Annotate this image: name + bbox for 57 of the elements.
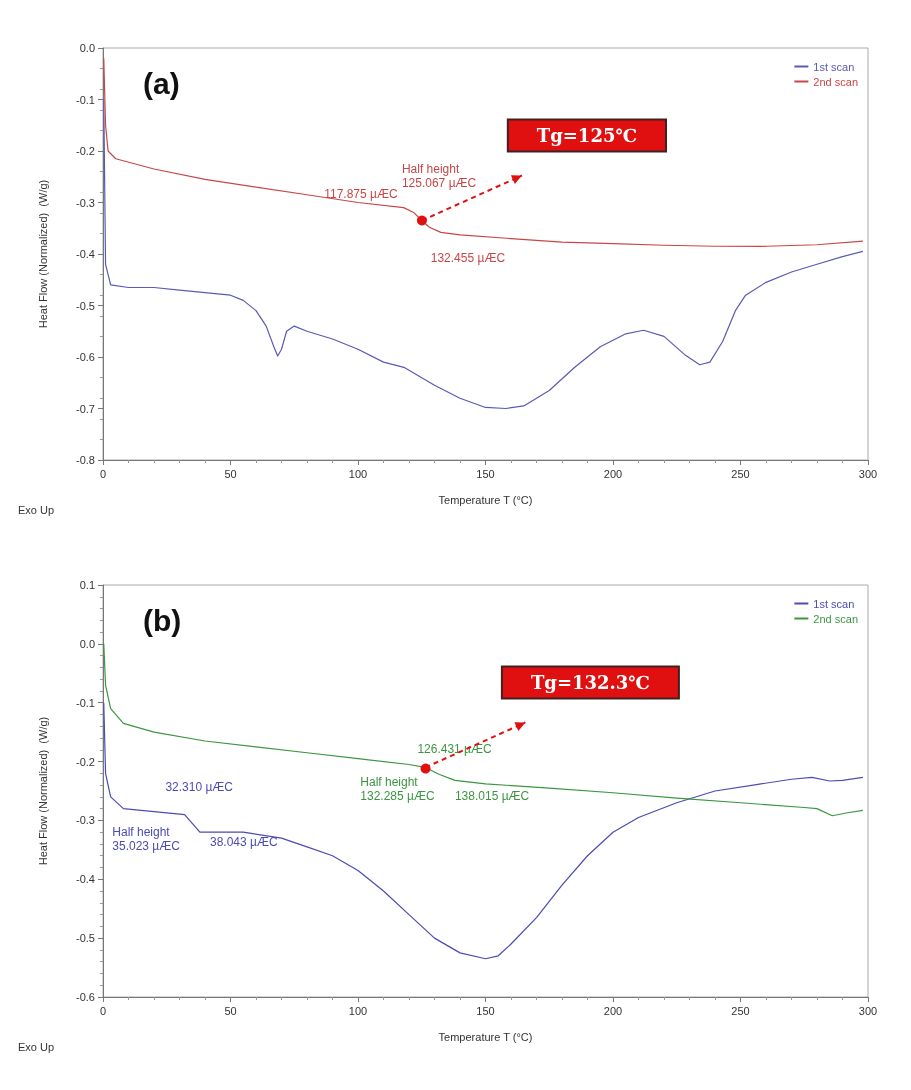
x-tick-label: 200 [603,467,623,480]
x-tick-label: 50 [224,1004,237,1017]
y-tick-label: -0.6 [76,351,95,363]
annotation: Tg=125℃ [536,125,638,147]
y-axis-title: Heat Flow (Normalized) (W/g) [36,716,49,866]
y-tick-label: -0.7 [76,402,95,415]
annotation: 117.875 µÆC [324,186,398,201]
annotation: Tg=132.3℃ [530,671,650,693]
y-tick-label: 0.0 [79,637,95,650]
legend-label: 1st scan [813,60,855,73]
text: Exo Up [18,1040,55,1053]
x-tick-label: 200 [603,1004,623,1017]
annotation: 38.043 µÆC [210,835,278,850]
legend-label: 2nd scan [813,75,859,88]
y-tick-label: -0.3 [76,196,95,209]
y-tick-label: -0.6 [76,991,95,1003]
line-series [103,57,864,247]
annotation: 138.015 µÆC [454,789,530,804]
annotation: 132.455 µÆC [430,251,506,266]
annotation: Half height 35.023 µÆC [112,825,181,854]
y-tick-label: -0.4 [76,873,95,886]
line-series [103,702,864,960]
x-tick-label: 0 [99,1004,107,1017]
annotation: Half height 132.285 µÆC [360,774,435,803]
y-axis-title: Heat Flow (Normalized) (W/g) [36,179,49,329]
y-tick-label: -0.5 [76,299,95,312]
line-series [103,98,864,410]
y-tick-label: -0.2 [76,755,95,768]
x-tick-label: 300 [858,1004,878,1017]
y-tick-label: -0.2 [76,145,95,157]
y-tick-label: -0.8 [76,454,95,466]
x-axis-title: Temperature T (°C) [438,1030,533,1043]
y-tick-label: -0.1 [76,696,95,709]
y-tick-label: 0.1 [79,579,95,591]
y-tick-label: -0.3 [76,814,95,827]
y-tick-label: -0.4 [76,248,95,260]
x-tick-label: 300 [858,467,878,480]
line-series [103,643,864,817]
text: Exo Up [18,503,55,516]
y-tick-label: 0.0 [79,42,95,54]
x-tick-label: 50 [224,467,237,480]
annotation: (b) [143,603,182,637]
y-tick-label: -0.5 [76,932,95,945]
annotation: 32.310 µÆC [165,779,234,794]
x-tick-label: 250 [731,1004,750,1017]
annotation: (a) [143,66,180,100]
x-tick-label: 100 [348,467,368,480]
x-tick-label: 100 [348,1004,368,1017]
x-axis-title: Temperature T (°C) [438,493,533,506]
x-tick-label: 150 [476,467,495,480]
y-tick-label: -0.1 [76,93,95,106]
legend-label: 1st scan [813,597,855,610]
x-tick-label: 250 [731,467,750,480]
x-tick-label: 0 [99,467,107,480]
x-tick-label: 150 [476,1004,495,1017]
legend-label: 2nd scan [813,612,859,625]
annotation: Half height 125.067 µÆC [401,161,477,190]
